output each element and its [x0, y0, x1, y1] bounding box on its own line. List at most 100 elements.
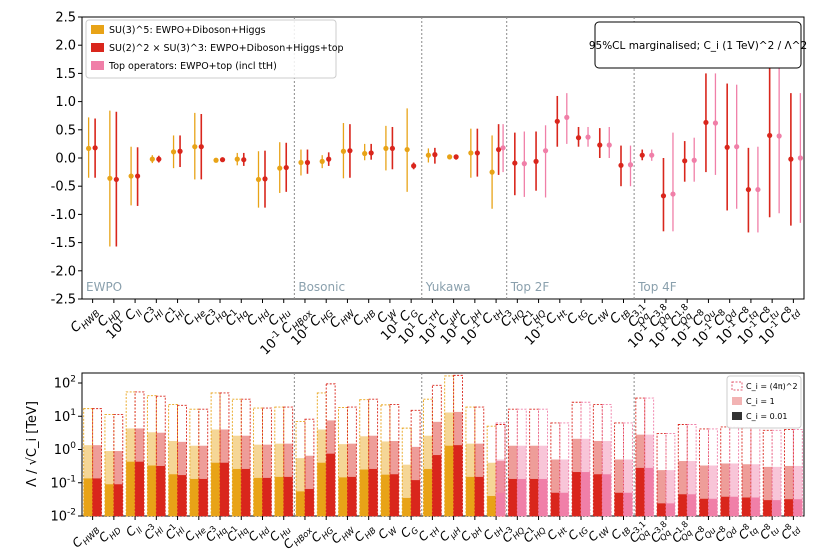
bar-c-tg-s2-001 [581, 472, 590, 516]
bottom-x-label-c-qq-1-8: C1,8Qq [668, 519, 697, 548]
top-y-tick-label: 0.0 [55, 152, 76, 167]
bar-c-qd-8-s1-001 [720, 496, 730, 516]
bar-c-qu-8-s1-001 [699, 498, 709, 516]
legend-swatch-4pi2 [731, 381, 743, 391]
bar-c-td-8-s2-1 [793, 465, 803, 516]
bar-c-tq-8-s2-1 [750, 464, 760, 516]
bottom-x-label-c-ll: Cll [123, 523, 145, 539]
point-c-hl-1-s0 [170, 149, 177, 155]
bar-c-hd-s0-4pi2 [104, 414, 115, 517]
bar-c-th-s1-4pi2 [495, 424, 506, 517]
bottom-x-label-c-td-8: C8td [778, 521, 803, 542]
cl-annotation-box [594, 21, 802, 69]
bar-c-h-s1-001 [453, 445, 463, 516]
top-x-label-c-ll: 101 Cll [104, 306, 146, 342]
bar-c-qq-3-8-s1-1 [657, 470, 666, 516]
bar-c-qq-3-8-s2-1 [665, 470, 675, 516]
top-x-label-c-hb-text: CHB [350, 303, 378, 331]
point-c-hd-s0 [255, 176, 262, 183]
bar-c-hq-3-s1-001 [220, 462, 229, 516]
point-c-tb-s2 [627, 162, 634, 168]
bottom-plot-frame [81, 372, 805, 517]
bar-c-hl-1-s1-001 [177, 475, 187, 516]
bar-c-ll-s1-001 [135, 461, 145, 516]
bar-c-hd-s1-4pi2 [262, 407, 272, 517]
bar-c-tg-s1-001 [572, 472, 582, 516]
point-c-w-s1 [389, 145, 396, 152]
bar-c-tw-s2-001 [602, 474, 612, 516]
bottom-y-tick-label: 10-2 [50, 508, 76, 525]
point-c-hd-s1 [262, 176, 268, 182]
point-c-hl-3-s0 [149, 156, 155, 162]
bar-c-qd-8-s1-1 [720, 463, 730, 516]
point-c-hd-s1 [113, 176, 119, 183]
bar-c-qu-8-s2-1 [708, 465, 718, 516]
point-c-th-s1 [495, 146, 502, 153]
bar-c-td-8-s1-1 [784, 465, 794, 516]
bar-c-tw-s1-4pi2 [592, 404, 603, 517]
top-y-tick-label: 0.5 [55, 123, 76, 138]
bottom-x-label-c-hl-3-text: C3Hl [140, 518, 166, 544]
bottom-x-label-c-hl-1-text: C1Hl [161, 518, 187, 544]
bar-c-hq-3-s0-4pi2 [210, 392, 221, 517]
bar-c-qq-1-8-s2-4pi2 [686, 424, 697, 517]
bar-c-hd-s1-4pi2 [113, 414, 124, 517]
legend-label-su2-su3: SU(2)^2 × SU(3)^3: EWPO+Diboson+Higgs+to… [109, 43, 344, 54]
point-c-hw-s0 [340, 148, 347, 154]
bar-c-qq-3-8-s2-001 [665, 503, 675, 516]
top-y-tick-label: -2.0 [51, 264, 76, 279]
bottom-x-label-c-hl-1: C1Hl [161, 518, 188, 544]
bar-c-td-8-s2-001 [793, 499, 803, 516]
point-c-th-s0 [489, 169, 495, 175]
bar-c-w-s1-4pi2 [389, 404, 400, 517]
top-legend: SU(3)^5: EWPO+Diboson+Higgs SU(2)^2 × SU… [85, 19, 344, 79]
point-c-qd-8-s2 [734, 144, 740, 150]
bottom-legend-box [726, 375, 802, 429]
point-c-h-s0 [447, 154, 453, 160]
point-c-hq-1-s2 [542, 148, 549, 154]
bar-c-bh-s0-001 [465, 476, 475, 516]
legend-label-001: C_i = 0.01 [746, 412, 787, 421]
bar-c-hq-3-s0-001 [211, 462, 221, 516]
bottom-x-label-c-w: CW [375, 520, 399, 544]
bar-c-hb-s1-001 [368, 468, 378, 516]
bar-c-hq-3-s1-4pi2 [219, 392, 230, 517]
bar-c-qu-8-s1-1 [699, 465, 709, 516]
bar-c-h-s0-001 [423, 468, 433, 516]
bar-c-tb-s1-001 [614, 492, 624, 516]
bar-c-hu-s0-4pi2 [274, 406, 285, 517]
point-c-hg-s1 [326, 156, 332, 162]
point-c-h-s1 [453, 154, 459, 160]
bottom-x-label-c-hd-text: CHD [96, 520, 123, 547]
point-c-qq-3-1-s1 [639, 152, 645, 158]
bottom-y-tick-label: 100 [54, 441, 77, 458]
bar-c-hw-s0-4pi2 [338, 407, 348, 517]
bar-c-hl-3-s1-001 [156, 465, 166, 516]
top-y-tick-label: 2.5 [55, 11, 76, 26]
top-y-tick-label: 2.0 [55, 39, 76, 54]
top-x-label-c-hbox-text: 10-1 CHBox [257, 302, 315, 360]
point-c-td-8-s2 [797, 155, 803, 161]
point-c-qq-1-8-s1 [682, 158, 688, 164]
top-x-label-c-hb: CHB [350, 303, 378, 331]
bar-c-hq-1-s1-001 [529, 478, 539, 516]
bottom-x-label-c-qq-1-8-text: C1,8Qq [668, 519, 697, 548]
bottom-x-label-c-w-text: CW [375, 520, 399, 544]
bar-c-w-s0-001 [380, 474, 390, 516]
bar-c-hl-1-s0-001 [168, 474, 178, 516]
point-c-hwb-s0 [86, 145, 92, 152]
point-c-tu-8-s1 [767, 132, 773, 139]
point-c-hq-3-s2 [521, 161, 527, 167]
bar-c-hbox-s1-1 [304, 455, 314, 516]
bar-c-tw-s1-001 [593, 474, 603, 516]
point-c-qq-1-8-s2 [691, 157, 697, 163]
bar-c-hl-1-s0-4pi2 [168, 404, 179, 517]
bar-c-g-s0-1 [402, 464, 412, 516]
point-c-tg-s2 [585, 134, 591, 140]
bar-c-w-s1-001 [389, 474, 399, 516]
bottom-bars [83, 374, 803, 517]
bar-c-hq-3-s1-001 [508, 478, 518, 516]
